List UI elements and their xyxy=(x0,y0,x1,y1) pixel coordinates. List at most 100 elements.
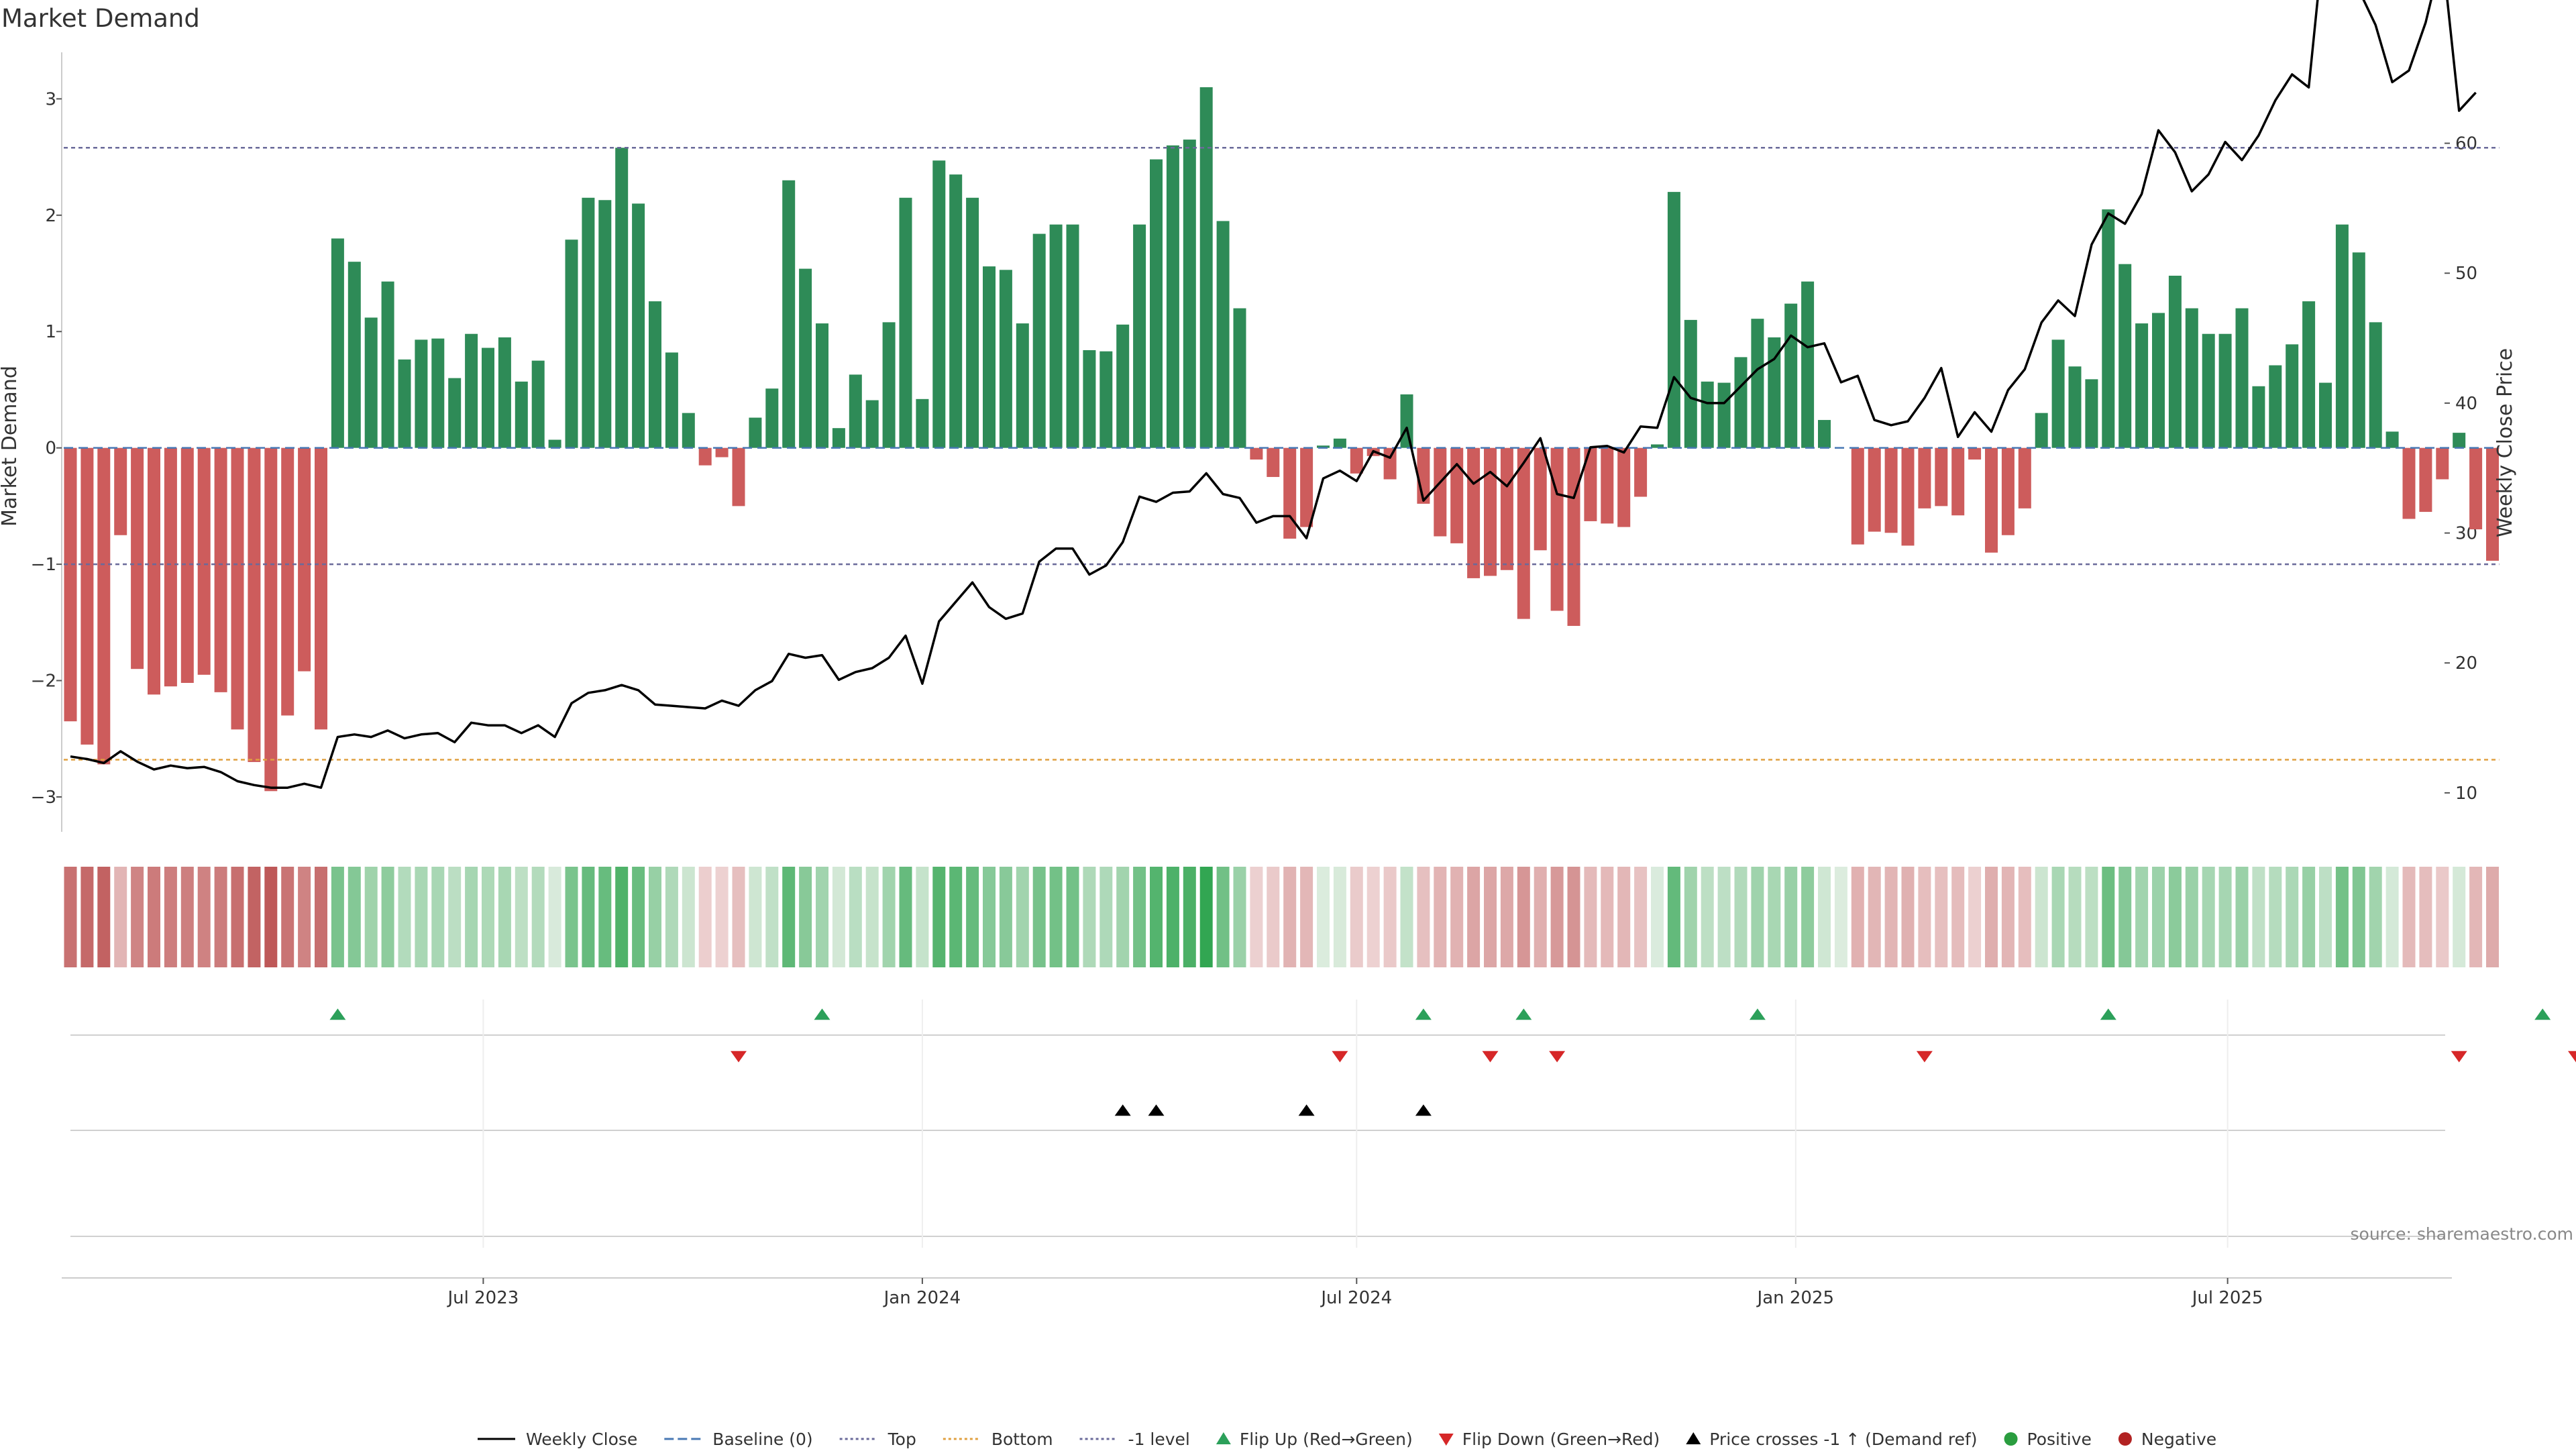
heatmap-cell xyxy=(1484,867,1497,967)
demand-bar xyxy=(949,174,963,448)
y-tick-label-left: 0 xyxy=(45,439,56,459)
heatmap-cell xyxy=(180,867,194,967)
demand-bar xyxy=(2168,275,2182,448)
demand-bar xyxy=(1066,224,1079,448)
demand-bar xyxy=(431,338,445,448)
demand-bar xyxy=(1918,447,1931,508)
heatmap-cell xyxy=(1233,867,1246,967)
heatmap-cell xyxy=(749,867,762,967)
demand-bar xyxy=(732,447,745,506)
demand-bar xyxy=(1550,447,1564,611)
demand-bar xyxy=(1901,447,1915,546)
legend-item: Weekly Close xyxy=(478,1430,637,1449)
heatmap-cell xyxy=(2185,867,2198,967)
heatmap-cell xyxy=(1333,867,1346,967)
heatmap-cell xyxy=(2001,867,2015,967)
heatmap-cell xyxy=(949,867,963,967)
heatmap-cell xyxy=(899,867,912,967)
demand-bar xyxy=(381,281,394,448)
demand-bar xyxy=(1751,319,1764,448)
legend: Weekly Close Baseline (0) Top Bottom -1 leve… xyxy=(478,1430,2216,1449)
heatmap-cell xyxy=(1317,867,1330,967)
heatmap-cell xyxy=(2218,867,2232,967)
heatmap-cell xyxy=(565,867,578,967)
demand-bar xyxy=(315,447,327,730)
demand-bar xyxy=(2419,447,2432,513)
demand-bar xyxy=(765,388,779,448)
demand-bar xyxy=(632,203,645,448)
heatmap-cell xyxy=(1534,867,1547,967)
demand-bar xyxy=(1717,382,1731,448)
demand-bar xyxy=(2118,264,2132,448)
flip-down-marker xyxy=(731,1051,747,1063)
heatmap-cell xyxy=(197,867,211,967)
heatmap-cell xyxy=(148,867,160,967)
heatmap-cell xyxy=(966,867,979,967)
demand-bar xyxy=(2486,447,2499,561)
demand-bar xyxy=(1517,447,1530,619)
heatmap-cell xyxy=(531,867,545,967)
heatmap-cell xyxy=(1116,867,1130,967)
price-cross-marker xyxy=(1415,1104,1432,1116)
heatmap-cell xyxy=(64,867,77,967)
demand-bar xyxy=(1784,303,1798,448)
y-tick-label-right: 10 xyxy=(2455,784,2477,804)
x-tick-label: Jul 2024 xyxy=(1320,1288,1392,1308)
heatmap-cell xyxy=(2051,867,2065,967)
demand-bar xyxy=(80,447,94,745)
heatmap-cell xyxy=(615,867,629,967)
legend-swatch xyxy=(2118,1432,2132,1446)
demand-bar xyxy=(2018,447,2031,508)
demand-bar xyxy=(448,378,462,448)
flip-down-marker xyxy=(1549,1051,1566,1063)
heatmap-cell xyxy=(2302,867,2316,967)
demand-bar xyxy=(2335,224,2349,448)
demand-bar xyxy=(1667,192,1680,448)
demand-bar xyxy=(2152,313,2165,448)
y-tick-label-right: 20 xyxy=(2455,653,2477,674)
demand-bar xyxy=(331,238,344,448)
heatmap-cell xyxy=(1818,867,1831,967)
y-axis-left-label: Market Demand xyxy=(0,366,21,527)
demand-bar xyxy=(498,337,511,448)
heatmap-cell xyxy=(415,867,428,967)
demand-bar xyxy=(1968,447,1982,460)
heatmap-cell xyxy=(1300,867,1313,967)
y-tick-label-left: 1 xyxy=(45,322,56,342)
demand-bar xyxy=(565,239,578,448)
heatmap-cell xyxy=(1935,867,1948,967)
heatmap-cell xyxy=(2252,867,2265,967)
demand-bar xyxy=(2202,333,2215,448)
legend-item: Negative xyxy=(2118,1430,2216,1449)
demand-bar xyxy=(97,447,111,765)
heatmap-cell xyxy=(448,867,462,967)
heatmap-cell xyxy=(1901,867,1915,967)
heatmap-cell xyxy=(1651,867,1664,967)
heatmap-cell xyxy=(1784,867,1798,967)
heatmap-cell xyxy=(381,867,394,967)
demand-bar xyxy=(2319,382,2332,448)
heatmap-cell xyxy=(1968,867,1982,967)
legend-swatch xyxy=(1438,1434,1454,1446)
legend-swatch xyxy=(1686,1432,1701,1444)
heatmap-cell xyxy=(97,867,111,967)
heatmap-cell xyxy=(2085,867,2098,967)
heatmap-cell xyxy=(816,867,828,967)
y-axis-right-label: Weekly Close Price xyxy=(2493,348,2517,537)
heatmap-cell xyxy=(264,867,278,967)
heatmap-cell xyxy=(1601,867,1614,967)
heatmap-cell xyxy=(665,867,678,967)
demand-bar xyxy=(2051,339,2065,448)
heatmap-cell xyxy=(1199,867,1213,967)
demand-bar xyxy=(2218,333,2232,448)
x-axis: Jul 2023 Jan 2024 Jul 2024 Jan 2025 Jul 2025 xyxy=(62,1277,2452,1308)
demand-bar xyxy=(1183,140,1196,448)
demand-bar xyxy=(816,323,828,448)
y-tick-label-left: 3 xyxy=(45,89,56,109)
demand-bar xyxy=(347,262,361,448)
demand-bar xyxy=(2135,323,2149,448)
heatmap-cell xyxy=(983,867,996,967)
heatmap-cell xyxy=(1634,867,1648,967)
demand-bar xyxy=(1049,224,1063,448)
